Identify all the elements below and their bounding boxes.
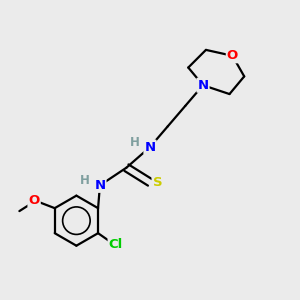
Text: Cl: Cl — [109, 238, 123, 251]
Text: O: O — [28, 194, 40, 207]
Text: H: H — [130, 136, 140, 149]
Text: N: N — [197, 79, 208, 92]
Text: S: S — [152, 176, 162, 189]
Text: H: H — [80, 174, 90, 188]
Text: N: N — [144, 141, 156, 154]
Text: O: O — [227, 49, 238, 62]
Text: N: N — [94, 179, 106, 192]
